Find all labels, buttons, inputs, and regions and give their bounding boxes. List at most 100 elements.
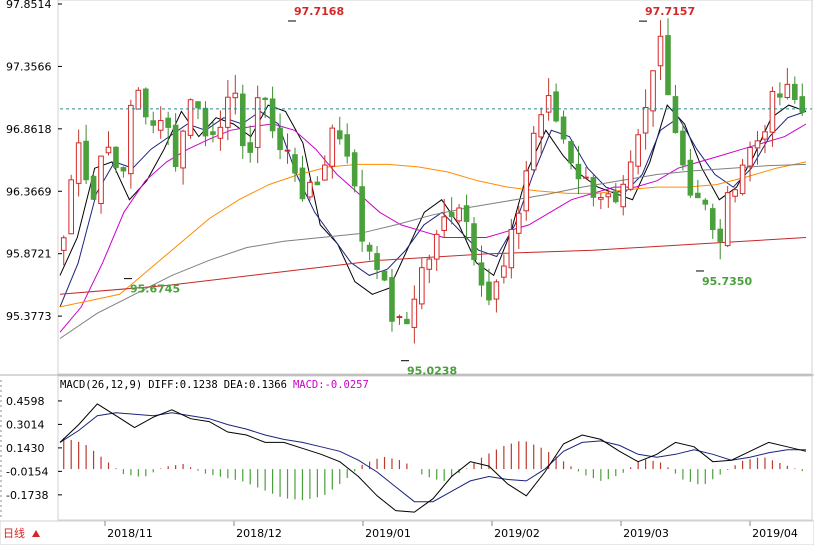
candle-down: [463, 205, 470, 222]
candle-up: [232, 92, 239, 99]
annotation-layer: 97.7168 97.7157 95.6745 95.0238 95.7350: [124, 5, 752, 378]
macd-legend-item: MACD(26,12,9): [60, 379, 142, 391]
candle-down: [195, 101, 201, 109]
candle-down: [709, 208, 716, 230]
candle-down: [381, 270, 388, 281]
candle-up: [456, 207, 462, 222]
candle-down: [150, 120, 157, 126]
moving-average-layer: [59, 104, 807, 339]
candle-down: [262, 97, 268, 101]
candle-up: [762, 131, 768, 140]
price-tick-label: 95.8721: [6, 248, 52, 261]
candle-down: [695, 192, 701, 199]
candle-down: [292, 154, 298, 174]
candle-down: [590, 177, 597, 198]
candle-up: [180, 130, 186, 169]
extreme-label-low: 95.0238: [407, 365, 457, 378]
macd-panel-frame: [57, 375, 813, 521]
candle-down: [665, 35, 671, 96]
price-tick-label: 95.3773: [6, 310, 52, 323]
candle-down: [172, 124, 179, 168]
candle-down: [90, 175, 97, 200]
candle-up: [157, 120, 164, 131]
candle-up: [642, 107, 649, 134]
candle-down: [792, 83, 798, 100]
extreme-label-low: 95.6745: [130, 283, 180, 296]
candle-up: [657, 35, 664, 67]
candle-up: [284, 149, 291, 152]
candle-down: [404, 318, 410, 325]
macd-tick-label: 0.4598: [6, 395, 45, 408]
macd-dea-line: [59, 412, 806, 503]
candle-down: [560, 116, 567, 140]
candle-up: [329, 127, 336, 167]
candle-up: [635, 134, 641, 167]
candle-up: [583, 176, 589, 179]
candle-up: [187, 99, 194, 136]
extreme-label-low: 95.7350: [702, 275, 752, 288]
candle-down: [553, 91, 559, 122]
candle-down: [120, 167, 127, 172]
bottom-axis-bar: [0, 520, 814, 545]
candle-up: [784, 83, 791, 99]
candle-down: [344, 134, 351, 157]
ma-line-ma250: [59, 237, 807, 295]
candle-up: [419, 267, 425, 305]
candle-up: [426, 258, 433, 270]
candle-up: [493, 281, 500, 300]
candle-up: [105, 146, 112, 154]
macd-tick-label: -0.0154: [6, 465, 48, 478]
extreme-label-high: 97.7157: [645, 5, 695, 18]
macd-histogram: [63, 437, 803, 501]
candle-up: [307, 181, 313, 198]
candle-up: [60, 237, 67, 251]
candle-up: [747, 146, 753, 167]
candle-down: [239, 93, 246, 147]
price-tick-label: 96.3669: [6, 185, 52, 198]
candle-up: [620, 183, 627, 208]
date-tick-label: 2019/01: [365, 527, 411, 540]
candle-up: [598, 196, 604, 200]
date-tick-label: 2019/04: [752, 527, 798, 540]
candle-up: [254, 97, 261, 148]
candle-down: [687, 159, 694, 196]
candle-down: [359, 186, 365, 242]
candle-layer: [60, 18, 806, 344]
candle-down: [389, 277, 395, 322]
candle-down: [448, 211, 455, 218]
triangle-up-icon[interactable]: [32, 530, 40, 537]
candle-down: [575, 163, 582, 180]
candle-down: [351, 152, 358, 187]
candle-up: [515, 212, 522, 234]
candle-down: [336, 130, 343, 140]
candle-down: [471, 223, 477, 260]
price-tick-label: 97.3566: [6, 60, 52, 73]
macd-legend-item: DEA:0.1366: [224, 379, 287, 391]
candle-up: [68, 179, 74, 235]
ma-line-ma120: [59, 163, 807, 339]
candle-up: [396, 316, 403, 319]
candle-up: [441, 216, 447, 231]
date-tick-label: 2018/12: [236, 527, 282, 540]
price-tick-label: 96.8618: [6, 123, 52, 136]
candle-up: [217, 126, 224, 139]
candle-down: [269, 98, 276, 132]
date-tick-label: 2018/11: [107, 527, 153, 540]
macd-tick-label: 0.1430: [6, 442, 45, 455]
macd-axis-ticks: 0.4598 0.3014 0.1430 -0.0154 -0.1738: [6, 395, 62, 502]
macd-diff-line: [59, 403, 807, 513]
candle-up: [739, 164, 746, 195]
candle-up: [501, 265, 507, 278]
period-selector[interactable]: 日线: [3, 526, 40, 540]
candle-down: [568, 141, 574, 164]
candle-up: [754, 140, 761, 149]
candle-down: [478, 262, 485, 286]
candle-down: [247, 142, 254, 153]
extreme-label-high: 97.7168: [294, 5, 344, 18]
period-label[interactable]: 日线: [3, 526, 25, 540]
candle-up: [225, 96, 231, 128]
grid-layer: [58, 3, 62, 317]
candle-down: [277, 127, 283, 151]
ma-line-ma5: [59, 104, 807, 295]
